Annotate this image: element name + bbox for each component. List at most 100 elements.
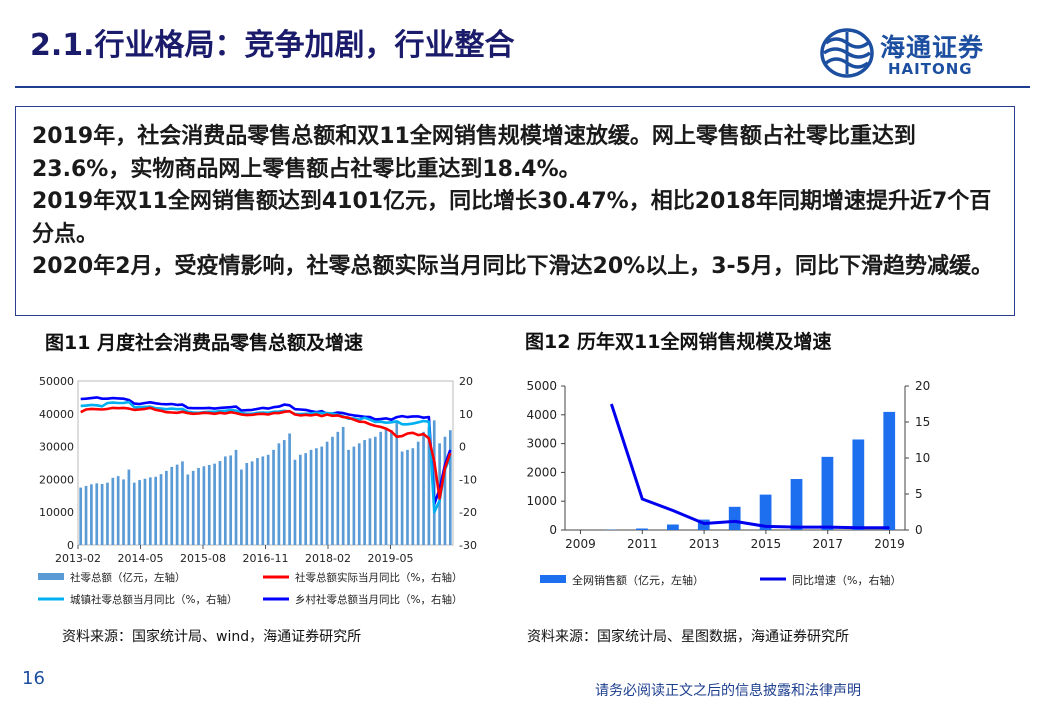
y-right-tick-label: 0 xyxy=(459,441,466,454)
bar xyxy=(821,456,834,530)
bar xyxy=(373,436,377,545)
bar xyxy=(341,426,345,545)
bar xyxy=(240,469,243,545)
bar xyxy=(218,461,222,545)
bar xyxy=(357,443,361,545)
bar xyxy=(363,440,366,545)
bar xyxy=(234,449,238,545)
x-tick-label: 2019 xyxy=(874,537,905,551)
summary-paragraph: 2019年双11全网销售额达到4101亿元，同比增长30.47%，相比2018年… xyxy=(32,189,992,247)
legend-label: 同比增速（%，右轴） xyxy=(792,573,901,587)
bar xyxy=(636,528,648,530)
chart12-title: 图12 历年双11全网销售规模及增速 xyxy=(525,331,832,353)
bar xyxy=(106,482,109,545)
bar xyxy=(395,422,399,545)
chart11-source: 资料来源：国家统计局、wind，海通证券研究所 xyxy=(62,629,362,645)
bar xyxy=(384,428,388,545)
legend-label: 城镇社零总额当月同比（%，右轴） xyxy=(70,593,237,606)
bar xyxy=(170,466,174,545)
bar xyxy=(320,446,324,545)
bar xyxy=(272,449,275,545)
x-tick-label: 2015-08 xyxy=(180,552,226,565)
y-right-tick-label: -10 xyxy=(459,473,477,486)
bar xyxy=(122,479,125,545)
bar xyxy=(347,449,350,545)
logo-text-en: HAITONG xyxy=(888,60,973,78)
summary-box: 2019年，社会消费品零售总额和双11全网销售规模增速放缓。网上零售额占社零比重… xyxy=(15,106,1015,316)
legend-swatch xyxy=(540,575,566,583)
bar xyxy=(138,480,141,545)
x-tick-label: 2013 xyxy=(689,537,720,551)
header-divider xyxy=(15,86,1030,88)
bar xyxy=(852,439,865,530)
y-left-tick-label: 2000 xyxy=(526,465,557,479)
y-right-tick-label: 0 xyxy=(915,523,923,537)
bar xyxy=(315,448,318,545)
chart11-retail-sales: 0 10000 20000 30000 40000 50000 -30 -20 -10 0 10 20… xyxy=(38,375,477,606)
page-title: 2.1.行业格局：竞争加剧，行业整合 xyxy=(30,28,515,63)
bar xyxy=(448,430,452,545)
y-right-tick-label: 15 xyxy=(915,415,930,429)
y-left-tick-label: 5000 xyxy=(526,379,557,393)
bar xyxy=(427,426,431,545)
bar xyxy=(116,476,120,545)
bar xyxy=(288,433,291,545)
y-left-tick-label: 20000 xyxy=(39,473,74,486)
bar xyxy=(325,441,329,545)
y-left-tick-label: 50000 xyxy=(39,375,74,388)
bar xyxy=(411,448,415,545)
bar xyxy=(759,494,772,530)
bar xyxy=(181,461,184,545)
bar xyxy=(165,470,168,545)
bar xyxy=(79,487,83,545)
bar xyxy=(143,478,147,545)
y-right-tick-label: 10 xyxy=(459,408,473,421)
bar xyxy=(331,436,334,545)
bar xyxy=(336,431,340,545)
haitong-logo: 海通证券 HAITONG xyxy=(818,26,1018,81)
bar xyxy=(298,454,302,545)
series-line xyxy=(80,400,452,514)
bar xyxy=(416,441,420,545)
bar xyxy=(100,483,104,545)
chart11-title: 图11 月度社会消费品零售总额及增速 xyxy=(45,332,364,354)
bar xyxy=(90,484,93,545)
x-tick-label: 2015 xyxy=(751,537,782,551)
series-line xyxy=(80,396,452,506)
summary-paragraph: 2019年，社会消费品零售总额和双11全网销售规模增速放缓。网上零售额占社零比重… xyxy=(32,124,916,182)
y-left-tick-label: 30000 xyxy=(39,441,74,454)
bar xyxy=(223,456,227,545)
y-right-tick-label: 5 xyxy=(915,487,923,501)
y-right-tick-label: -20 xyxy=(459,506,477,519)
y-left-tick-label: 4000 xyxy=(526,408,557,422)
legend-label: 全网销售额（亿元，左轴） xyxy=(572,573,704,587)
footer-disclaimer: 请务必阅读正文之后的信息披露和法律声明 xyxy=(595,683,861,699)
bar xyxy=(368,438,372,545)
y-left-tick-label: 10000 xyxy=(39,506,74,519)
chart12-source: 资料来源：国家统计局、星图数据，海通证券研究所 xyxy=(527,629,849,645)
bar xyxy=(256,458,259,545)
x-tick-label: 2009 xyxy=(565,537,596,551)
y-left-tick-label: 0 xyxy=(67,539,74,552)
bar xyxy=(202,466,206,545)
bar xyxy=(197,467,200,545)
bar xyxy=(277,443,281,545)
y-left-tick-label: 0 xyxy=(549,523,557,537)
x-tick-label: 2018-02 xyxy=(305,552,351,565)
bar xyxy=(95,483,99,545)
bar xyxy=(191,470,195,545)
bar xyxy=(422,431,425,545)
legend-label: 社零总额（亿元，左轴） xyxy=(70,571,186,584)
bar xyxy=(400,451,404,545)
y-left-tick-label: 40000 xyxy=(39,408,74,421)
legend-swatch xyxy=(38,573,64,580)
y-right-tick-label: 20 xyxy=(915,379,930,393)
bar xyxy=(309,449,313,545)
bar xyxy=(261,456,265,545)
bar xyxy=(379,431,383,545)
bar xyxy=(111,477,115,545)
bar xyxy=(148,477,152,545)
x-tick-label: 2016-11 xyxy=(243,552,289,565)
bar xyxy=(728,506,741,530)
bar xyxy=(883,411,896,530)
